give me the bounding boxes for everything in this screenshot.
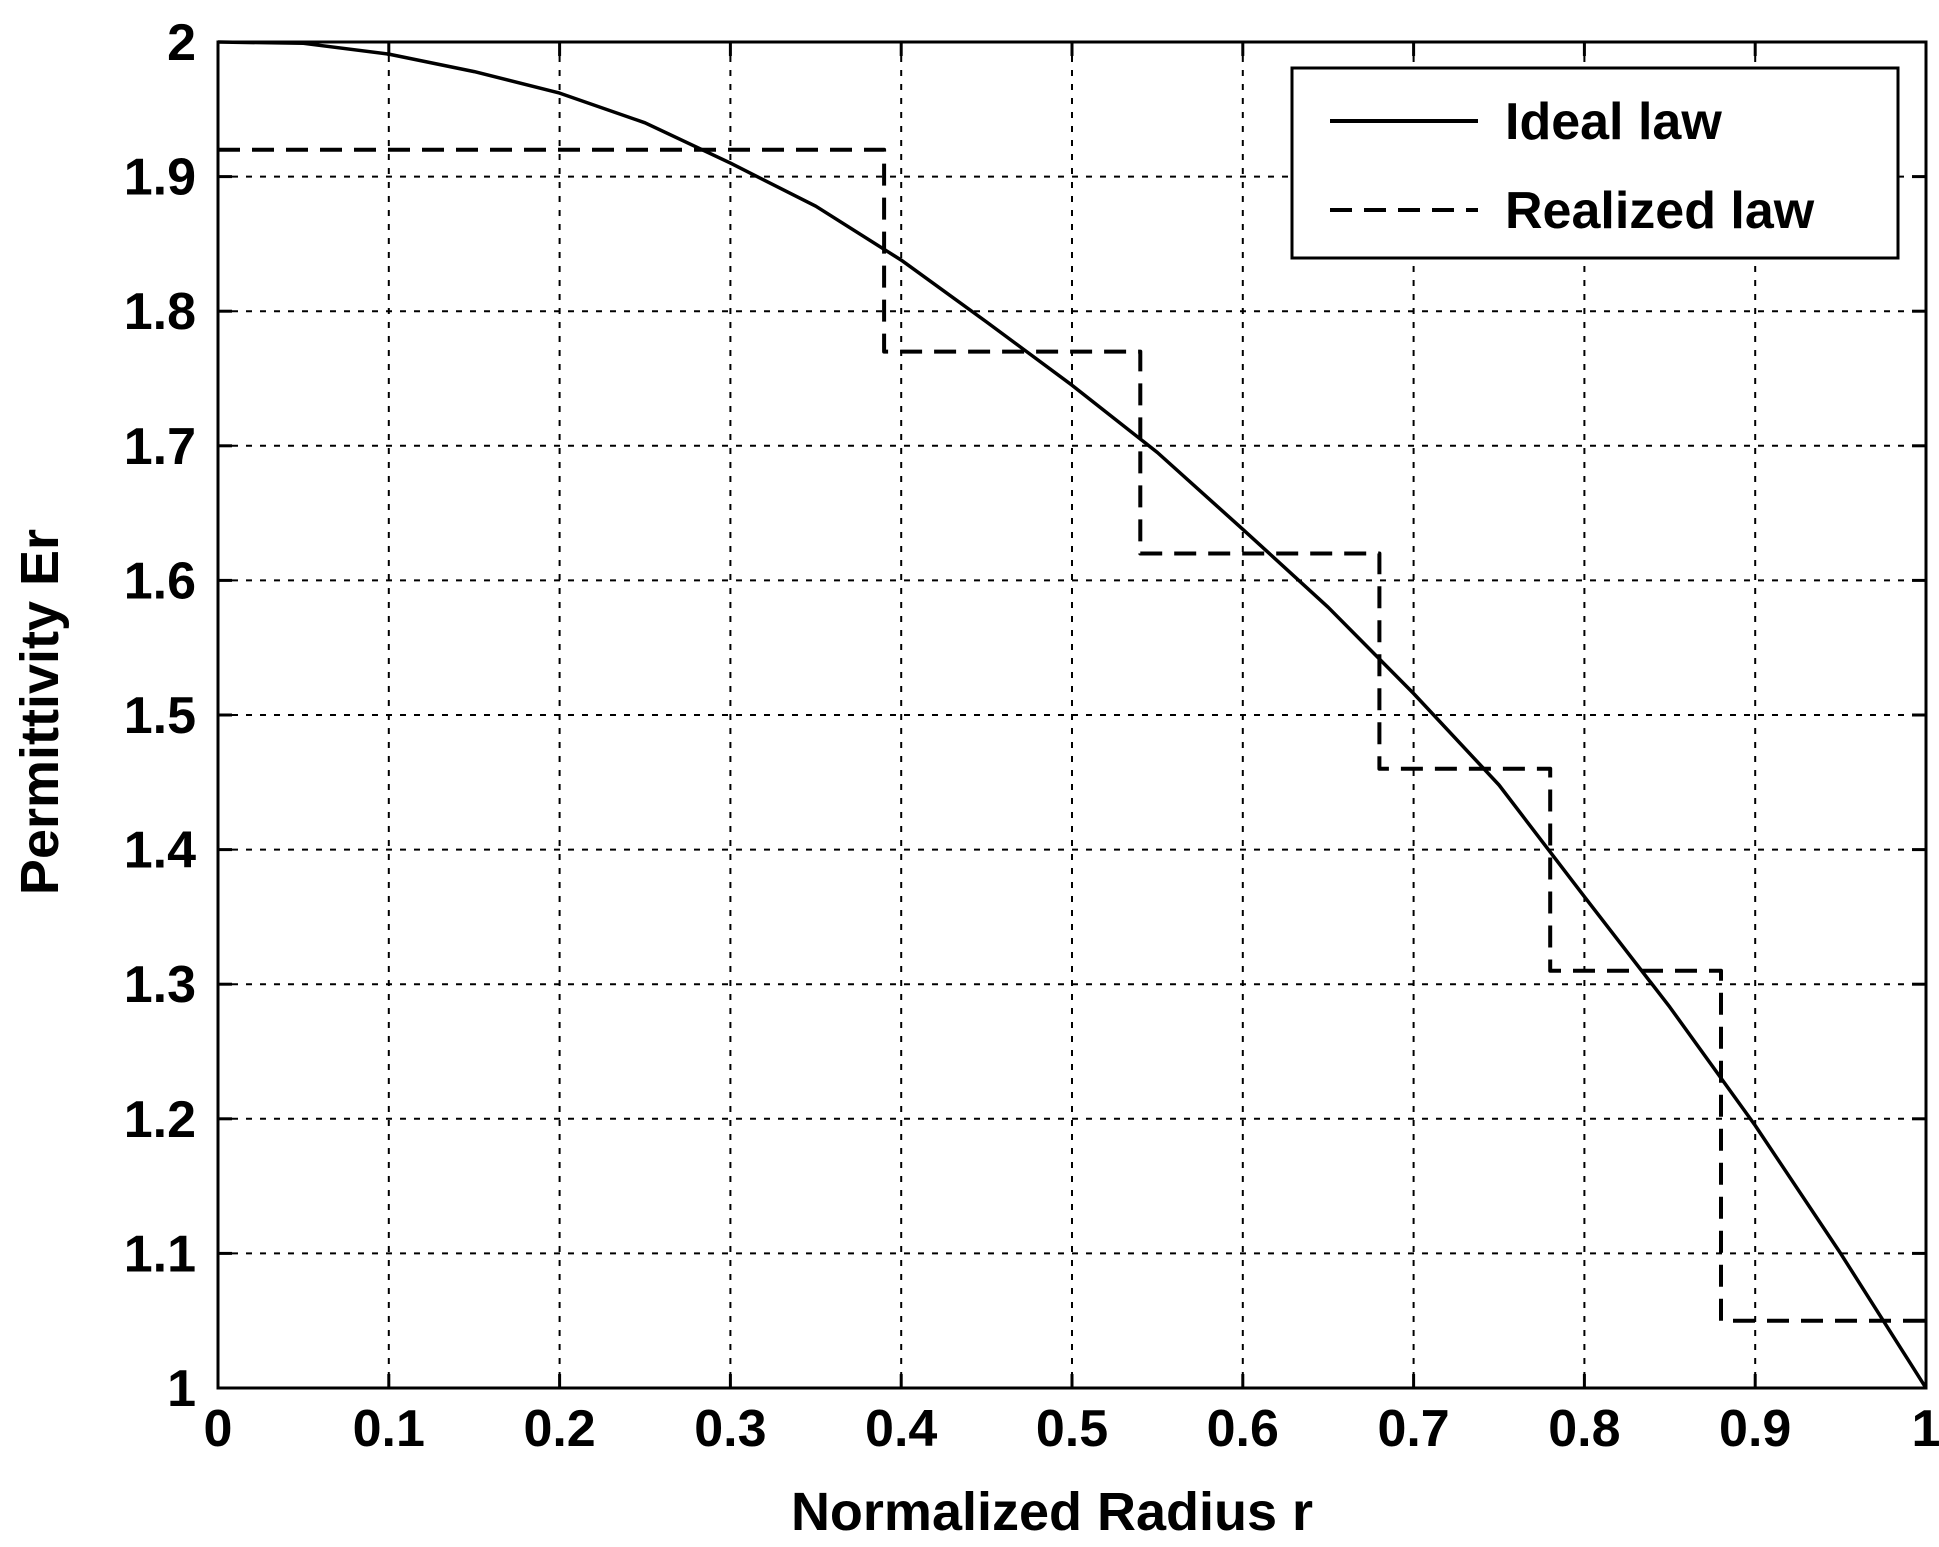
x-tick-label: 1 — [1912, 1400, 1939, 1458]
legend-box — [1290, 66, 1900, 260]
legend-label-ideal: Ideal law — [1505, 93, 1722, 151]
y-tick-label: 1.1 — [124, 1225, 196, 1283]
y-tick-label: 1.9 — [124, 149, 196, 207]
y-tick-label: 1.5 — [124, 687, 196, 745]
legend-label-realized: Realized law — [1505, 182, 1815, 240]
x-tick-label: 0.2 — [523, 1400, 595, 1458]
ticks — [216, 40, 1928, 1390]
x-tick-label: 0.8 — [1548, 1400, 1620, 1458]
y-tick-label: 1.7 — [124, 418, 196, 476]
legend: Ideal law Realized law — [1290, 66, 1900, 260]
y-axis-title: Permittivity Er — [10, 529, 70, 895]
y-tick-label: 1.8 — [124, 283, 196, 341]
x-tick-label: 0.3 — [694, 1400, 766, 1458]
y-tick-label: 1.2 — [124, 1091, 196, 1149]
x-tick-label: 0.1 — [353, 1400, 425, 1458]
y-tick-label: 1.6 — [124, 552, 196, 610]
y-tick-label: 1.3 — [124, 956, 196, 1014]
y-tick-label: 1 — [167, 1360, 196, 1418]
x-axis-title: Normalized Radius r — [791, 1482, 1313, 1542]
y-tick-label: 1.4 — [124, 822, 196, 880]
series-line-realized — [218, 147, 1926, 1323]
grid — [218, 42, 1926, 1388]
x-tick-label: 0.6 — [1207, 1400, 1279, 1458]
x-tick-label: 0.5 — [1036, 1400, 1108, 1458]
x-tick-label: 0 — [204, 1400, 233, 1458]
x-tick-label: 0.4 — [865, 1400, 937, 1458]
y-tick-label: 2 — [167, 14, 196, 72]
x-tick-label: 0.7 — [1377, 1400, 1449, 1458]
tick-labels: 0 0.1 0.2 0.3 0.4 0.5 0.6 0.7 0.8 0.9 1 1 1.1 1.2 1.3 1… — [124, 14, 1939, 1458]
x-tick-label: 0.9 — [1719, 1400, 1791, 1458]
series-layer — [217, 40, 1928, 1389]
